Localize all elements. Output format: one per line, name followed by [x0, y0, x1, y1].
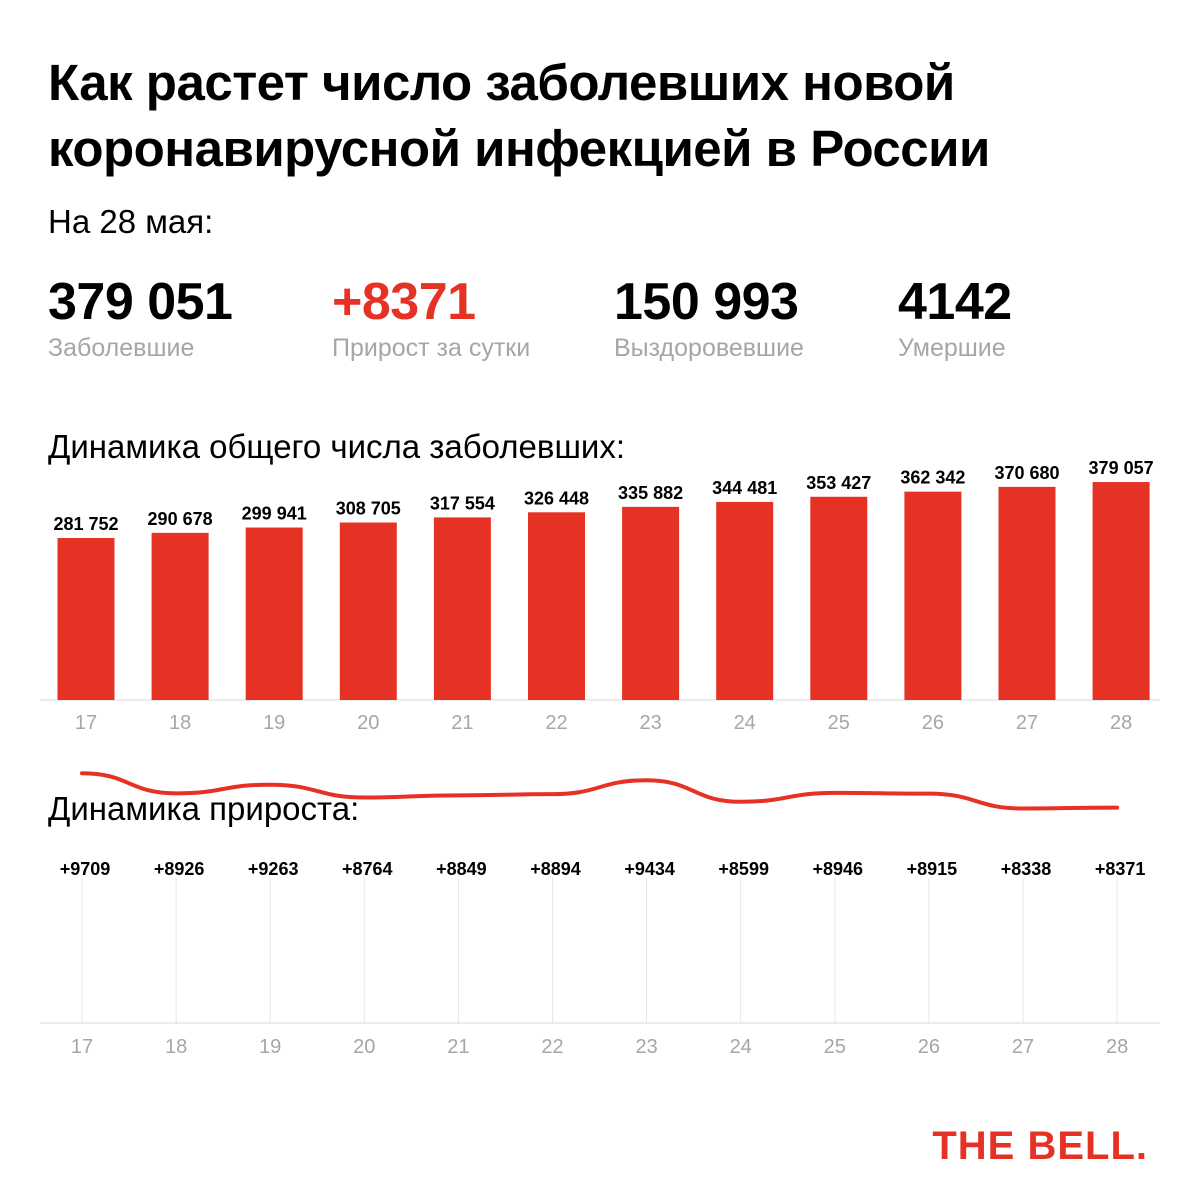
x-tick-label: 19: [259, 1036, 281, 1058]
bar-value-label: 370 680: [994, 463, 1059, 483]
bar-23: [622, 506, 680, 700]
bar-25: [810, 496, 868, 700]
x-tick-label: 21: [447, 1036, 469, 1058]
x-tick-label: 24: [730, 1036, 752, 1058]
increase-value-label: +8946: [813, 859, 864, 879]
stat-deaths-label: Умершие: [898, 334, 1006, 362]
x-tick-label: 19: [263, 712, 285, 734]
bar-22: [528, 512, 585, 700]
bar-chart-title: Динамика общего числа заболевших:: [48, 428, 626, 465]
increase-value-label: +9434: [624, 859, 675, 879]
x-tick-label: 25: [828, 712, 850, 734]
x-tick-label: 20: [353, 1036, 375, 1058]
bar-26: [904, 491, 962, 700]
stat-recovered-label: Выздоровевшие: [614, 334, 804, 362]
bar-value-label: 379 057: [1089, 458, 1154, 478]
increase-line: [80, 771, 1120, 811]
increase-value-label: +8371: [1095, 859, 1146, 879]
stat-cases-value: 379 051: [48, 273, 233, 331]
bar-value-label: 335 882: [618, 483, 683, 503]
x-tick-label: 20: [357, 712, 379, 734]
x-tick-label: 27: [1016, 712, 1038, 734]
increase-value-label: +9709: [60, 859, 111, 879]
stat-deaths: 4142 Умершие: [898, 272, 1012, 363]
x-tick-label: 26: [922, 712, 944, 734]
increase-value-label: +8599: [718, 859, 769, 879]
x-tick-label: 28: [1110, 712, 1132, 734]
x-tick-label: 18: [165, 1036, 187, 1058]
x-tick-label: 18: [169, 712, 191, 734]
increase-value-label: +8338: [1001, 859, 1052, 879]
x-tick-label: 22: [541, 1036, 563, 1058]
bar-value-label: 362 342: [900, 468, 965, 488]
bar-17: [57, 537, 115, 700]
stat-daily-increase-value: +8371: [332, 273, 476, 331]
x-tick-label: 28: [1106, 1036, 1128, 1058]
bar-chart: 281 752 17 290 678 18 299 941 19 308 705 20 317 …: [40, 458, 1160, 734]
bar-value-label: 281 752: [53, 514, 118, 534]
bar-value-label: 299 941: [242, 504, 307, 524]
as-of-date: На 28 мая:: [48, 203, 214, 240]
increase-value-label: +9263: [248, 859, 299, 879]
stat-cases-label: Заболевшие: [48, 334, 195, 362]
stat-daily-increase: +8371 Прирост за сутки: [332, 272, 530, 363]
bar-20: [339, 522, 397, 700]
x-tick-label: 25: [824, 1036, 846, 1058]
x-tick-label: 24: [734, 712, 756, 734]
x-tick-label: 17: [75, 712, 97, 734]
bar-value-label: 317 554: [430, 493, 495, 513]
increase-value-label: +8764: [342, 859, 393, 879]
bar-28: [1092, 482, 1150, 700]
bar-27: [998, 486, 1056, 700]
x-tick-label: 23: [639, 712, 661, 734]
x-tick-label: 21: [451, 712, 473, 734]
stat-recovered-value: 150 993: [614, 273, 799, 331]
increase-value-label: +8926: [154, 859, 205, 879]
increase-value-label: +8915: [907, 859, 958, 879]
bar-21: [433, 517, 491, 700]
bar-18: [151, 532, 209, 700]
x-tick-label: 23: [635, 1036, 657, 1058]
x-tick-label: 27: [1012, 1036, 1034, 1058]
bar-value-label: 308 705: [336, 498, 401, 518]
page-title: Как растет число заболевших новой корона…: [48, 54, 990, 177]
stat-cases: 379 051 Заболевшие: [48, 272, 233, 363]
x-tick-label: 22: [545, 712, 567, 734]
x-tick-label: 26: [918, 1036, 940, 1058]
line-chart-title: Динамика прироста:: [48, 790, 360, 827]
bar-24: [716, 501, 774, 700]
bar-value-label: 326 448: [524, 488, 589, 508]
bar-19: [245, 527, 303, 700]
x-tick-label: 17: [71, 1036, 93, 1058]
line-chart: +9709 17 +8926 18 +9263 19 +8764 20 +8849 21 +8894…: [40, 771, 1160, 1058]
stat-deaths-value: 4142: [898, 273, 1012, 331]
bar-value-label: 353 427: [806, 473, 871, 493]
the-bell-logo: THE BELL.: [932, 1124, 1148, 1168]
bar-value-label: 344 481: [712, 478, 777, 498]
increase-value-label: +8849: [436, 859, 487, 879]
stat-recovered: 150 993 Выздоровевшие: [614, 272, 804, 363]
bar-value-label: 290 678: [148, 509, 213, 529]
increase-value-label: +8894: [530, 859, 581, 879]
stat-daily-increase-label: Прирост за сутки: [332, 334, 531, 362]
